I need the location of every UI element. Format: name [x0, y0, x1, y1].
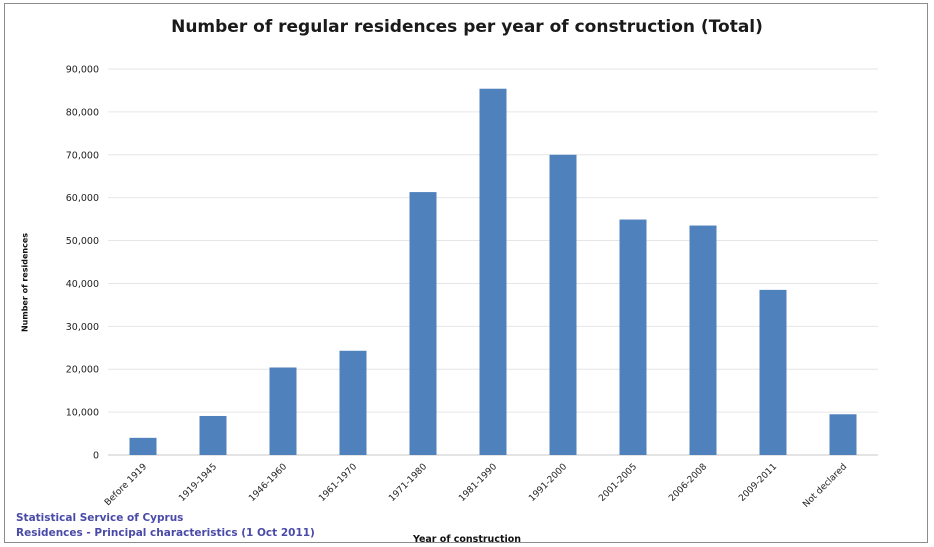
x-tick-label: 1946-1960 — [247, 462, 289, 504]
y-tick-label: 70,000 — [66, 150, 99, 161]
y-tick-label: 80,000 — [66, 107, 99, 118]
x-tick-label: 1961-1970 — [317, 462, 359, 504]
y-tick-label: 90,000 — [66, 65, 99, 76]
bar — [619, 219, 647, 455]
y-tick-label: 60,000 — [66, 193, 99, 204]
bar — [689, 225, 717, 455]
source-line-2: Residences - Principal characteristics (… — [16, 527, 315, 539]
x-tick-label: 2001-2005 — [597, 462, 639, 504]
source-line-1: Statistical Service of Cyprus — [16, 512, 184, 524]
bar — [199, 415, 227, 455]
y-tick-label: 10,000 — [66, 408, 99, 419]
x-tick-label: 1991-2000 — [527, 462, 569, 504]
bar — [479, 88, 507, 456]
bar — [269, 367, 297, 455]
bar — [339, 350, 367, 455]
chart-title: Number of regular residences per year of… — [171, 17, 763, 37]
x-tick-label: 1981-1990 — [457, 462, 499, 504]
x-tick-label: 1919-1945 — [177, 462, 219, 504]
y-tick-label: 40,000 — [66, 279, 99, 290]
x-tick-label: Not declared — [801, 462, 849, 510]
x-tick-label: 2009-2011 — [737, 462, 779, 504]
y-tick-label: 50,000 — [66, 236, 99, 247]
bar — [549, 154, 577, 455]
bar — [759, 289, 787, 455]
y-tick-label: 0 — [93, 451, 99, 462]
y-tick-label: 30,000 — [66, 322, 99, 333]
y-axis-label: Number of residences — [20, 232, 30, 333]
x-axis-label: Year of construction — [412, 534, 522, 545]
bar — [829, 414, 857, 455]
bar — [409, 192, 437, 455]
x-tick-label: 1971-1980 — [387, 462, 429, 504]
y-tick-label: 20,000 — [66, 365, 99, 376]
x-tick-label: Before 1919 — [103, 462, 149, 508]
bar — [129, 437, 157, 455]
x-tick-label: 2006-2008 — [667, 462, 709, 504]
